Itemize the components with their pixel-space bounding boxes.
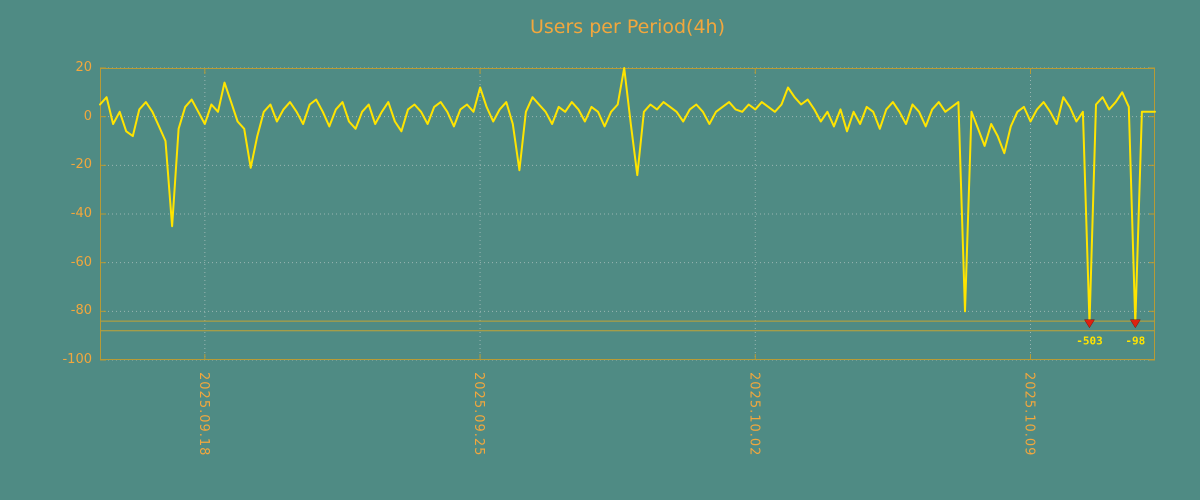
- alert-marker-icon: [1084, 319, 1095, 329]
- x-axis-tick-label: 2025.09.18: [195, 372, 211, 457]
- x-axis-tick-label: 2025.10.09: [1021, 372, 1037, 457]
- y-axis-tick-label: -40: [70, 206, 92, 221]
- x-axis-tick-label: 2025.09.25: [471, 372, 487, 457]
- y-axis-tick-label: 20: [75, 60, 92, 75]
- plot-frame: [100, 68, 1155, 360]
- series-line: [99, 67, 1156, 325]
- alert-marker-label: -98: [1125, 335, 1145, 348]
- plot-area: -503 -98: [99, 67, 1156, 361]
- y-axis-tick-label: -60: [70, 254, 92, 270]
- alert-marker-label: -503: [1076, 335, 1103, 348]
- alert-marker-icon: [1129, 319, 1141, 329]
- y-axis-tick-label: -20: [70, 157, 92, 173]
- y-axis-tick-label: 0: [83, 108, 92, 124]
- y-axis-tick-label: -100: [62, 352, 92, 367]
- y-axis-tick-label: -80: [70, 303, 92, 319]
- chart-title: Users per Period(4h): [529, 16, 726, 38]
- x-axis-tick-label: 2025.10.02: [746, 372, 762, 457]
